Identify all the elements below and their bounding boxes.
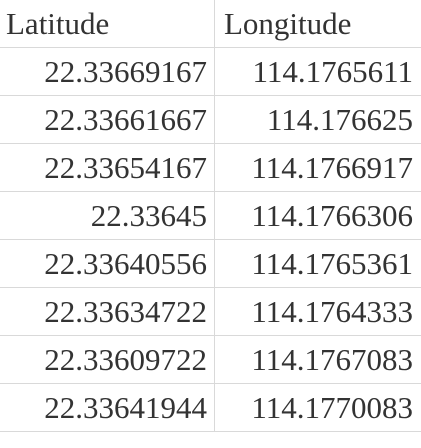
latitude-cell[interactable]: 22.33654167 [0,144,215,192]
table-row: 22.33640556 114.1765361 [0,240,421,288]
latitude-cell[interactable]: 22.33641944 [0,384,215,432]
longitude-cell[interactable]: 114.1764333 [215,288,421,336]
table-row: 22.33669167 114.1765611 [0,48,421,96]
longitude-cell[interactable]: 114.1767083 [215,336,421,384]
header-row: Latitude Longitude [0,0,421,48]
longitude-cell[interactable]: 114.1766306 [215,192,421,240]
latitude-cell[interactable]: 22.33645 [0,192,215,240]
longitude-cell[interactable]: 114.1770083 [215,384,421,432]
table-row: 22.33609722 114.1767083 [0,336,421,384]
latitude-cell[interactable]: 22.33669167 [0,48,215,96]
longitude-cell[interactable]: 114.1765611 [215,48,421,96]
latitude-cell[interactable]: 22.33609722 [0,336,215,384]
table-row: 22.33634722 114.1764333 [0,288,421,336]
header-cell-latitude[interactable]: Latitude [0,0,215,48]
header-cell-longitude[interactable]: Longitude [215,0,421,48]
longitude-cell[interactable]: 114.176625 [215,96,421,144]
table-row: 22.33641944 114.1770083 [0,384,421,432]
latitude-cell[interactable]: 22.33634722 [0,288,215,336]
latitude-cell[interactable]: 22.33640556 [0,240,215,288]
longitude-cell[interactable]: 114.1766917 [215,144,421,192]
longitude-cell[interactable]: 114.1765361 [215,240,421,288]
latitude-cell[interactable]: 22.33661667 [0,96,215,144]
table-row: 22.33645 114.1766306 [0,192,421,240]
table-row: 22.33661667 114.176625 [0,96,421,144]
table-row: 22.33654167 114.1766917 [0,144,421,192]
